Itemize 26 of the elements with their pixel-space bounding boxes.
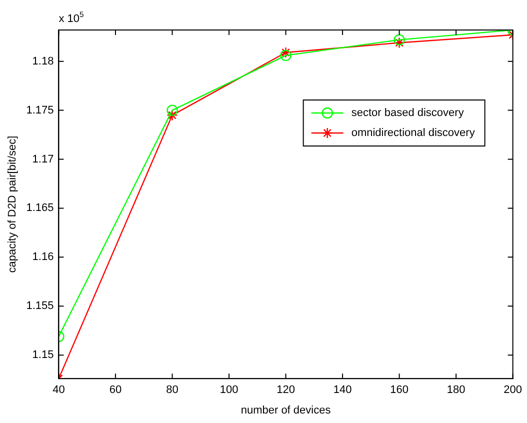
point xyxy=(394,34,405,46)
y-tick-label: 1.15 xyxy=(32,349,54,362)
x-axis-title: number of devices xyxy=(240,404,332,416)
legend-label: omnidirectional discovery xyxy=(351,127,476,140)
y-tick-label: 1.16 xyxy=(32,251,54,264)
x-tick-label: 80 xyxy=(166,384,178,396)
x-tick-label: 120 xyxy=(276,384,295,396)
x-tick-label: 140 xyxy=(333,384,352,396)
x-tick-label: 40 xyxy=(52,384,65,396)
y-axis-title: capacity of D2D pair[bit/sec] xyxy=(6,136,19,273)
y-tick-label: 1.155 xyxy=(26,300,54,312)
legend-label: sector based discovery xyxy=(351,107,464,120)
point xyxy=(280,46,292,58)
y-tick-label: 1.165 xyxy=(26,202,54,214)
point xyxy=(280,50,292,62)
y-tick-label: 1.18 xyxy=(32,55,54,68)
point xyxy=(166,104,178,116)
point xyxy=(394,37,405,48)
y-tick-label: 1.175 xyxy=(26,104,54,116)
x-tick-label: 200 xyxy=(504,384,522,396)
y-tick-label: 1.17 xyxy=(32,153,54,166)
x-tick-label: 60 xyxy=(109,384,122,396)
x-tick-label: 160 xyxy=(390,384,408,396)
x-tick-label: 100 xyxy=(220,384,238,396)
x-tick-label: 180 xyxy=(446,384,466,396)
point xyxy=(166,110,178,121)
